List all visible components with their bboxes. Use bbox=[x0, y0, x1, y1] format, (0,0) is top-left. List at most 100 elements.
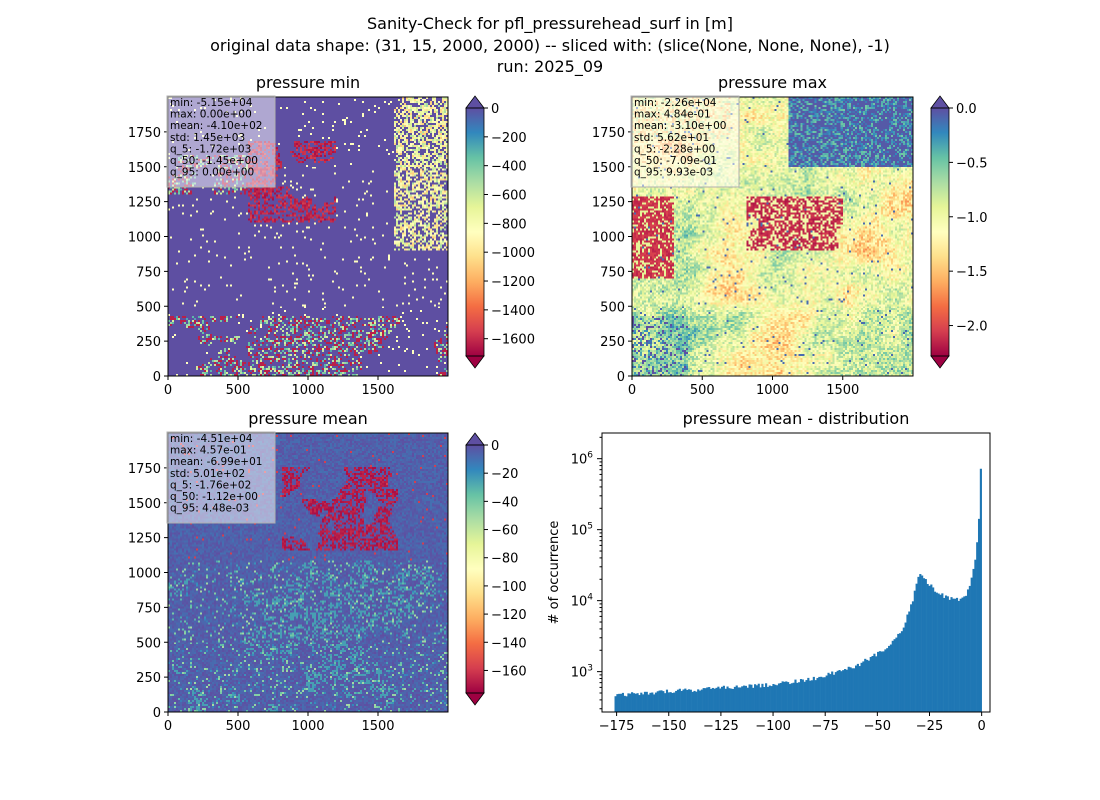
histogram-bar bbox=[810, 680, 814, 712]
histogram-bar bbox=[915, 583, 918, 712]
stats-box-background bbox=[166, 431, 276, 524]
histogram-bar bbox=[662, 691, 665, 712]
histogram-bar bbox=[834, 672, 837, 712]
histogram-bar bbox=[840, 671, 843, 712]
histogram-bar bbox=[717, 686, 720, 712]
stats-line: std: 5.01e+02 bbox=[170, 468, 245, 480]
histogram-bar bbox=[623, 695, 626, 712]
histogram-bar bbox=[842, 670, 845, 712]
x-tick-label: 0 bbox=[164, 383, 172, 398]
histogram-bar bbox=[970, 577, 973, 712]
histogram-bar bbox=[711, 687, 714, 712]
histogram-bar bbox=[614, 696, 617, 712]
histogram-bar bbox=[702, 688, 705, 712]
histogram-bar bbox=[678, 688, 681, 712]
histogram-bar bbox=[899, 633, 902, 712]
histogram-bar bbox=[895, 637, 898, 712]
colorbar-tick-label: −200 bbox=[491, 131, 527, 146]
histogram-bar bbox=[966, 589, 970, 712]
histogram-bar bbox=[933, 591, 937, 712]
x-tick-label: −75 bbox=[811, 719, 838, 734]
histogram-bar bbox=[684, 688, 687, 712]
histogram-bar bbox=[647, 694, 650, 712]
panel-pressure-mean: pressure mean 0 500 1000 1500 0 250 500 750 1000 1… bbox=[128, 409, 527, 734]
histogram-bar bbox=[645, 691, 648, 712]
histogram-bar bbox=[653, 694, 656, 712]
histogram-bar bbox=[737, 687, 740, 712]
y-tick-label: 750 bbox=[136, 601, 161, 616]
colorbar-tick-label: −60 bbox=[491, 524, 518, 539]
histogram-bar bbox=[935, 592, 938, 712]
histogram-bar bbox=[897, 633, 900, 712]
colorbar-tick-label: −80 bbox=[491, 552, 518, 567]
histogram-bar bbox=[836, 670, 839, 712]
histogram-bar bbox=[930, 584, 933, 712]
histogram-bar bbox=[858, 666, 861, 712]
colorbar-tick-label: 0.0 bbox=[956, 102, 977, 117]
y-tick-label: 1250 bbox=[592, 196, 625, 211]
histogram-bar bbox=[761, 683, 764, 712]
histogram-bar bbox=[924, 579, 927, 712]
histogram-bar bbox=[955, 597, 959, 712]
histogram-bar bbox=[798, 682, 801, 712]
histogram-bar bbox=[642, 694, 645, 712]
colorbar-tick-label: −140 bbox=[491, 636, 527, 651]
y-tick-label: 750 bbox=[600, 265, 625, 280]
stats-box-background bbox=[166, 95, 276, 188]
histogram-bar bbox=[832, 674, 836, 712]
histogram-bar bbox=[772, 683, 775, 712]
y-tick-label: 1250 bbox=[128, 196, 161, 211]
stats-line: q_50: -1.45e+00 bbox=[170, 155, 258, 167]
histogram-bar bbox=[700, 689, 703, 712]
histogram-bar bbox=[689, 689, 692, 712]
histogram-bar bbox=[888, 645, 891, 712]
stats-line: q_95: 9.93e-03 bbox=[634, 167, 713, 179]
histogram-bar bbox=[743, 685, 746, 712]
y-tick-exponent: 5 bbox=[587, 522, 593, 532]
histogram-bar bbox=[838, 670, 841, 712]
y-tick-label: 1000 bbox=[128, 567, 161, 582]
histogram-bar bbox=[807, 677, 810, 712]
histogram-bar bbox=[893, 639, 896, 712]
y-tick-label: 250 bbox=[136, 671, 161, 686]
y-tick-base: 10 bbox=[571, 595, 588, 610]
y-tick-base: 10 bbox=[571, 524, 588, 539]
histogram-bar bbox=[621, 692, 624, 712]
histogram-bar bbox=[864, 658, 867, 712]
histogram-bar bbox=[867, 660, 870, 712]
histogram-bar bbox=[726, 686, 729, 712]
y-tick-label: 0 bbox=[153, 706, 161, 721]
histogram-bar bbox=[957, 600, 960, 712]
histogram-bar bbox=[878, 651, 881, 712]
histogram-bar bbox=[693, 690, 696, 712]
histogram-bar bbox=[759, 687, 762, 712]
histogram-bar bbox=[866, 659, 869, 712]
histogram-bar bbox=[730, 688, 733, 712]
histogram-bar bbox=[765, 683, 768, 712]
x-tick-label: 1000 bbox=[756, 383, 789, 398]
histogram-bar bbox=[671, 692, 674, 712]
figure-title-line-1: Sanity-Check for pfl_pressurehead_surf i… bbox=[367, 14, 733, 34]
histogram-bar bbox=[704, 688, 707, 712]
x-tick-label: −50 bbox=[864, 719, 891, 734]
histogram-bar bbox=[754, 684, 757, 712]
histogram-bar bbox=[851, 668, 854, 712]
histogram-bar bbox=[814, 680, 817, 712]
figure-title-line-3: run: 2025_09 bbox=[497, 57, 603, 77]
y-tick-label: 0 bbox=[153, 370, 161, 385]
histogram-bar bbox=[654, 692, 658, 712]
y-tick-label: 1000 bbox=[128, 231, 161, 246]
histogram-bar bbox=[977, 518, 981, 712]
histogram-bar bbox=[748, 684, 751, 712]
histogram-bar bbox=[713, 688, 716, 712]
histogram-bar bbox=[638, 695, 641, 712]
axes-frame bbox=[601, 432, 991, 713]
histogram-bar bbox=[812, 676, 815, 712]
histogram-bar bbox=[629, 693, 632, 712]
histogram-bar bbox=[785, 681, 788, 712]
y-tick-label: 750 bbox=[136, 265, 161, 280]
stats-line: max: 4.84e-01 bbox=[634, 109, 711, 121]
stats-line: q_50: -7.09e-01 bbox=[634, 155, 717, 167]
colorbar-tick-label: −1.5 bbox=[956, 265, 988, 280]
